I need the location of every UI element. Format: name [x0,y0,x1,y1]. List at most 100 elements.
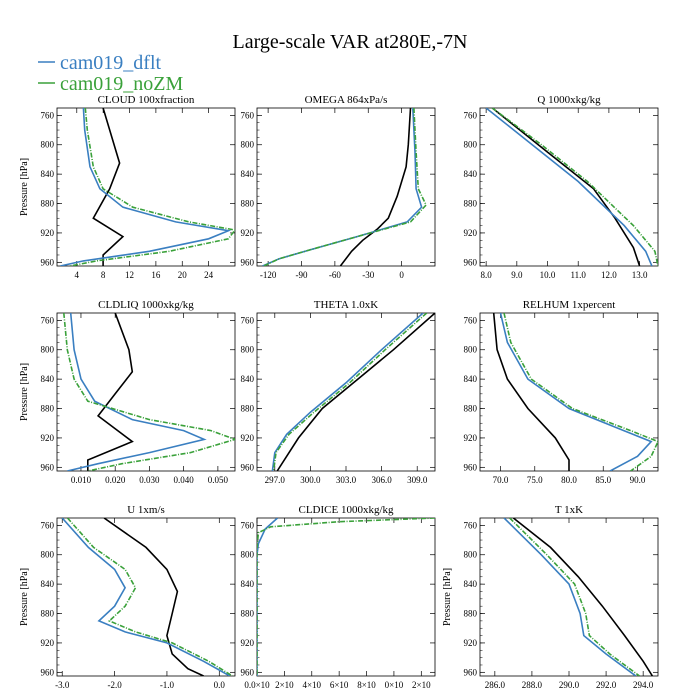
series-line-noZM [509,518,640,676]
x-tick-label: 4 [75,270,80,280]
x-tick-label: 9.0 [511,270,523,280]
x-tick-label: 309.0 [407,475,428,485]
series-line-noZM [272,313,428,471]
panel-5: RELHUM 1xpercent 760 800 840 880 920 960 70.0 75… [464,299,659,485]
y-tick-label: 760 [41,110,55,120]
panel-3: CLDLIQ 1000xkg/kg 760 800 840 880 920 960 0.010… [19,299,236,485]
panel-title: THETA 1.0xK [314,299,379,311]
y-tick-label: 840 [241,579,255,589]
y-tick-label: 920 [464,638,478,648]
x-tick-label: 4×10 [302,680,321,690]
x-tick-label: 0.030 [139,475,160,485]
x-tick-label: 12 [125,270,134,280]
y-tick-label: 840 [241,374,255,384]
x-tick-label: 0.0 [214,680,226,690]
y-tick-label: 960 [41,462,55,472]
panel-title: OMEGA 864xPa/s [305,94,388,106]
x-tick-label: 11.0 [570,270,586,280]
panel-0: CLOUD 100xfraction 760 800 840 880 920 960 4 8 12… [19,94,236,280]
y-tick-label: 800 [41,345,55,355]
y-tick-label: 880 [464,609,478,619]
x-tick-label: -120 [260,270,277,280]
x-tick-label: 70.0 [493,475,509,485]
y-tick-label: 880 [241,199,255,209]
plot-frame [56,107,236,267]
x-tick-label: 0.020 [105,475,126,485]
x-tick-label: 10.0 [540,270,556,280]
x-tick-label: 292.0 [596,680,617,690]
y-tick-label: 800 [241,345,255,355]
y-tick-label: 880 [41,609,55,619]
x-tick-label: -60 [329,270,341,280]
series-line-dflt [503,518,637,676]
y-tick-label: 920 [241,228,255,238]
x-tick-label: 8 [101,270,106,280]
y-tick-label: 960 [241,257,255,267]
y-tick-label: 880 [241,404,255,414]
series-line-noZM [70,108,235,266]
x-tick-label: 20 [178,270,188,280]
y-tick-label: 760 [464,520,478,530]
x-tick-label: -3.0 [55,680,70,690]
y-tick-label: 840 [241,169,255,179]
y-tick-label: 840 [41,169,55,179]
panel-title: CLDLIQ 1000xkg/kg [98,299,194,311]
series-line-dflt [67,313,207,471]
plot-frame [256,517,436,677]
y-tick-label: 960 [41,667,55,677]
y-tick-label: 800 [241,550,255,560]
y-tick-label: 960 [464,667,478,677]
x-tick-label: 0.040 [174,475,195,485]
x-tick-label: 6×10 [330,680,349,690]
series-line-black [491,108,641,266]
x-tick-label: -90 [296,270,308,280]
y-tick-label: 760 [464,110,478,120]
y-tick-label: 880 [41,404,55,414]
x-tick-label: 90.0 [630,475,646,485]
y-tick-label: 920 [464,433,478,443]
y-tick-label: 960 [241,462,255,472]
legend-label-noZM: cam019_noZM [60,73,184,95]
y-tick-label: 800 [464,550,478,560]
y-tick-label: 960 [464,257,478,267]
panel-8: T 1xK 760 800 840 880 920 960 286.0 288.0 290.0 29… [442,504,659,690]
y-tick-label: 960 [241,667,255,677]
y-axis-label: Pressure [hPa] [19,158,30,216]
x-tick-label: 8.0 [481,270,493,280]
plot-frame [479,517,659,677]
y-axis-label: Pressure [hPa] [19,568,30,626]
panel-title: T 1xK [555,504,583,516]
x-tick-label: 16 [151,270,161,280]
y-tick-label: 800 [464,345,478,355]
y-tick-label: 880 [41,199,55,209]
y-tick-label: 920 [464,228,478,238]
x-tick-label: 2×10 [275,680,294,690]
panel-6: U 1xm/s 760 800 840 880 920 960-3.0 -2.0 -1.0 0.0… [19,504,236,690]
y-tick-label: 960 [464,462,478,472]
x-tick-label: -2.0 [107,680,122,690]
series-line-black [276,313,435,471]
x-tick-label: 85.0 [595,475,611,485]
y-tick-label: 840 [464,374,478,384]
series-line-noZM [491,108,658,266]
y-tick-label: 960 [41,257,55,267]
series-line-black [92,108,125,266]
x-tick-label: 75.0 [527,475,543,485]
series-line-dflt [485,108,653,266]
x-tick-label: -1.0 [160,680,175,690]
series-line-dflt [499,313,653,471]
series-line-black [87,313,134,471]
series-line-noZM [66,518,233,676]
x-tick-label: 0.010 [71,475,92,485]
plot-frame [256,107,436,267]
x-tick-label: 2×10 [412,680,431,690]
plot-frame [479,107,659,267]
legend: cam019_dflt cam019_noZM [38,52,184,95]
series-line-black [103,518,204,676]
panel-1: OMEGA 864xPa/s 760 800 840 880 920 960 -120 -90 -… [241,94,436,280]
y-tick-label: 760 [41,315,55,325]
y-tick-label: 920 [241,433,255,443]
y-axis-label: Pressure [hPa] [19,363,30,421]
y-tick-label: 760 [41,520,55,530]
plot-frame [56,517,236,677]
